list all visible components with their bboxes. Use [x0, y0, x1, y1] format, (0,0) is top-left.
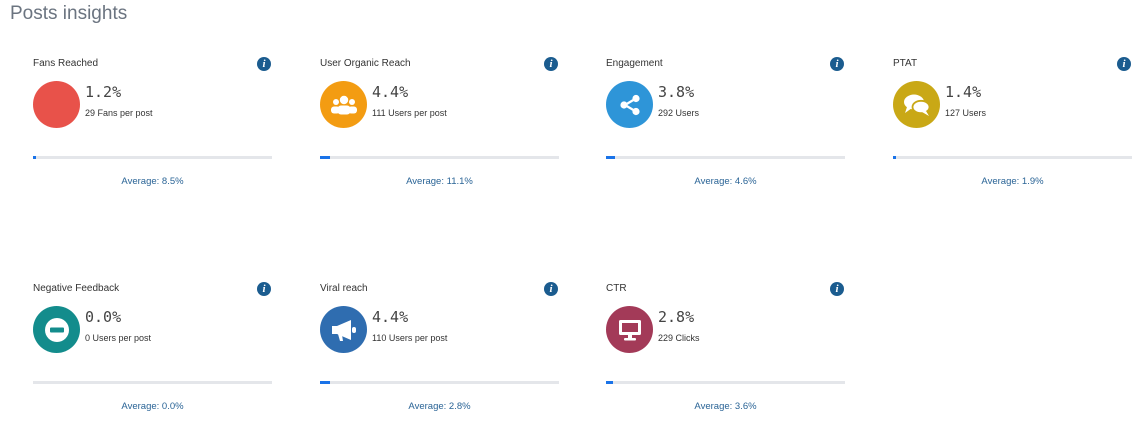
card-title: Engagement: [606, 58, 663, 69]
metric-subtext: 127 Users: [945, 108, 987, 118]
insight-card-user-organic-reach: User Organic Reach i 4.4% 111 Users per …: [320, 51, 560, 221]
metric-value: 2.8%: [658, 308, 695, 326]
info-icon[interactable]: i: [830, 57, 844, 71]
metric-value: 4.4%: [372, 308, 409, 326]
progress-fill: [33, 156, 36, 159]
insight-card-ctr: CTR i 2.8% 229 Clicks Average: 3.6%: [606, 276, 846, 446]
metric-subtext: 111 Users per post: [372, 108, 447, 118]
progress-bar: [33, 381, 272, 384]
info-icon[interactable]: i: [1117, 57, 1131, 71]
metric-value: 1.4%: [945, 83, 982, 101]
info-icon[interactable]: i: [257, 57, 271, 71]
users-group-icon: [320, 81, 367, 128]
info-icon[interactable]: i: [257, 282, 271, 296]
metric-value: 3.8%: [658, 83, 695, 101]
insight-card-negative-feedback: Negative Feedback i 0.0% 0 Users per pos…: [33, 276, 273, 446]
metric-subtext: 29 Fans per post: [85, 108, 153, 118]
info-icon[interactable]: i: [830, 282, 844, 296]
metric-value: 0.0%: [85, 308, 122, 326]
progress-bar: [606, 156, 845, 159]
progress-fill: [606, 381, 613, 384]
insight-card-fans-reached: Fans Reached i 1.2% 29 Fans per post Ave…: [33, 51, 273, 221]
info-icon[interactable]: i: [544, 282, 558, 296]
progress-bar: [606, 381, 845, 384]
megaphone-icon: [320, 306, 367, 353]
average-label: Average: 1.9%: [981, 176, 1044, 187]
solid-circle-icon: [33, 81, 80, 128]
card-title: Fans Reached: [33, 58, 99, 69]
average-label: Average: 11.1%: [406, 176, 473, 187]
metric-subtext: 0 Users per post: [85, 333, 152, 343]
insight-card-viral-reach: Viral reach i 4.4% 110 Users per post Av…: [320, 276, 560, 446]
progress-fill: [320, 381, 330, 384]
metric-subtext: 292 Users: [658, 108, 700, 118]
metric-value: 1.2%: [85, 83, 122, 101]
info-icon[interactable]: i: [544, 57, 558, 71]
average-label: Average: 3.6%: [694, 401, 757, 412]
card-title: PTAT: [893, 58, 918, 69]
card-title: User Organic Reach: [320, 58, 411, 69]
progress-fill: [893, 156, 896, 159]
share-icon: [606, 81, 653, 128]
average-label: Average: 0.0%: [121, 401, 184, 412]
metric-value: 4.4%: [372, 83, 409, 101]
card-title: CTR: [606, 283, 627, 294]
progress-bar: [893, 156, 1132, 159]
card-title: Viral reach: [320, 283, 368, 294]
progress-bar: [320, 156, 559, 159]
metric-subtext: 229 Clicks: [658, 333, 700, 343]
insight-card-engagement: Engagement i 3.8% 292 Users Average: 4.6…: [606, 51, 846, 221]
progress-bar: [33, 156, 272, 159]
progress-bar: [320, 381, 559, 384]
chat-bubbles-icon: [893, 81, 940, 128]
monitor-icon: [606, 306, 653, 353]
metric-subtext: 110 Users per post: [372, 333, 448, 343]
average-label: Average: 2.8%: [408, 401, 471, 412]
insight-card-ptat: PTAT i 1.4% 127 Users Average: 1.9%: [893, 51, 1133, 221]
average-label: Average: 4.6%: [694, 176, 757, 187]
average-label: Average: 8.5%: [121, 176, 184, 187]
card-title: Negative Feedback: [33, 283, 120, 294]
progress-fill: [320, 156, 330, 159]
minus-circle-icon: [33, 306, 80, 353]
progress-fill: [606, 156, 615, 159]
page-title: Posts insights: [10, 3, 128, 24]
